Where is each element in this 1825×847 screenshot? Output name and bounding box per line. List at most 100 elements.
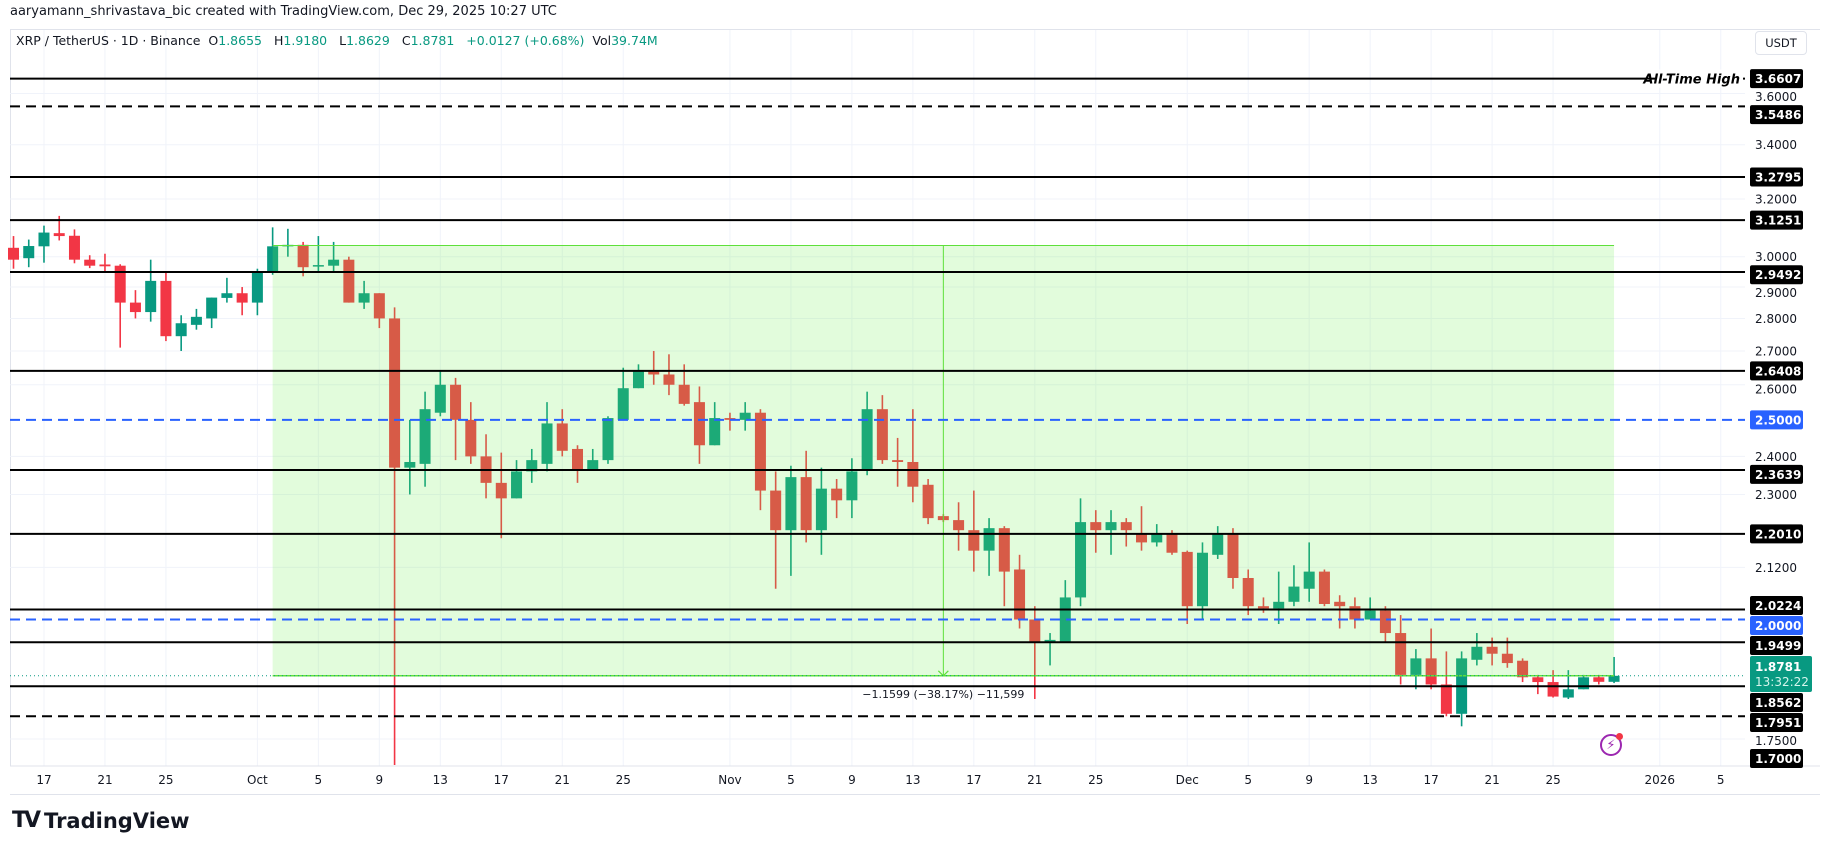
candle [160,271,172,342]
candle-body [1029,619,1041,643]
candle [511,460,523,499]
candle [1303,542,1315,602]
candle-body [709,418,721,446]
time-tick-label: 17 [36,773,51,787]
candle [312,236,324,272]
price-tick-label: 2.9000 [1755,286,1797,300]
level-price-tag [1750,464,1803,484]
candle [465,402,477,464]
time-tick-label: 5 [1717,773,1725,787]
candle-body [1593,677,1605,682]
level-price-label: 3.5486 [1755,108,1801,122]
level-price-tag [1750,410,1803,430]
candle [1349,597,1361,629]
candle-body [221,293,233,298]
candle-body [511,471,523,499]
candle [1136,506,1148,551]
candle [572,445,584,483]
time-tick-label: 9 [376,773,384,787]
high-value: 1.9180 [283,33,328,48]
price-tick-label: 2.1200 [1755,561,1797,575]
level-price-label: 3.6607 [1755,72,1801,86]
currency-button[interactable]: USDT [1755,31,1807,55]
candle-body [404,461,416,468]
symbol-title[interactable]: XRP / TetherUS · 1D · Binance [16,33,201,48]
candle [1425,628,1437,690]
ohlc-open: O1.8655 [208,33,266,48]
time-tick-label: 13 [905,773,920,787]
candle-body [739,412,751,420]
time-tick-label: Oct [247,773,268,787]
candle-body [968,530,980,551]
candle-body [419,409,431,464]
candle-body [602,418,614,461]
notification-dot [1616,733,1623,740]
time-tick-label: 21 [1484,773,1499,787]
time-tick-label: 25 [616,773,631,787]
candle-body [1166,534,1178,553]
high-label: H [273,33,284,48]
candle [343,256,355,303]
candle-body [998,528,1010,572]
candle-body [815,488,827,531]
candle [404,419,416,495]
low-value: 1.8629 [346,33,390,48]
candle-body [1501,653,1513,664]
candle-body [693,402,705,446]
all-time-high-label: All-Time High [1642,73,1740,88]
time-axis [10,766,1820,794]
level-price-label: 2.5000 [1755,413,1801,427]
candle-body [236,293,248,303]
change-value: +0.0127 (+0.68%) [466,33,585,48]
candle-body [1608,675,1620,682]
level-price-tag [1750,749,1803,768]
candle-body [1334,601,1346,607]
candle-body [617,388,629,420]
candle-body [861,409,873,470]
candle [1014,554,1026,629]
candle [1227,528,1239,589]
candle [99,253,111,272]
price-chart[interactable]: −1.1599 (−38.17%) −11,599 All-Time High 3.… [0,0,1825,800]
price-tick-label: 2.6000 [1755,382,1797,396]
candle [632,364,644,389]
lightning-icon[interactable]: ⚡ [1600,733,1623,756]
candle [754,409,766,511]
candle-body [1273,601,1285,609]
candle [663,354,675,396]
candle-body [526,460,538,472]
candle [739,402,751,431]
time-tick-label: 25 [158,773,173,787]
candle-body [1242,577,1254,607]
time-tick-label: 13 [433,773,448,787]
candle [267,227,279,275]
time-tick-label: 17 [1423,773,1438,787]
candle-body [114,265,126,303]
close-value: 1.8781 [410,33,455,48]
candle [876,395,888,464]
candle-body [190,316,202,325]
candle [206,297,218,329]
candle [541,402,553,472]
candle-body [1120,522,1132,531]
candle [831,479,843,519]
ohlc-close: C1.8781 [402,33,458,48]
level-price-label: 2.3639 [1755,468,1801,482]
time-tick-label: 25 [1545,773,1560,787]
candle [1562,670,1574,700]
time-tick-label: 9 [1305,773,1313,787]
candle [861,391,873,476]
candle [1120,518,1132,547]
volume-value: 39.74M [611,33,658,48]
candle-body [38,232,50,247]
candle [373,293,385,329]
candle-body [1440,684,1452,714]
price-tick-label: 3.0000 [1755,250,1797,264]
symbol-legend: XRP / TetherUS · 1D · Binance O1.8655 H1… [16,33,666,48]
candle [358,280,370,309]
candle-body [785,477,797,531]
candle [892,437,904,487]
candle-body [1212,534,1224,555]
level-price-tag [1750,265,1803,285]
candle [968,490,980,572]
